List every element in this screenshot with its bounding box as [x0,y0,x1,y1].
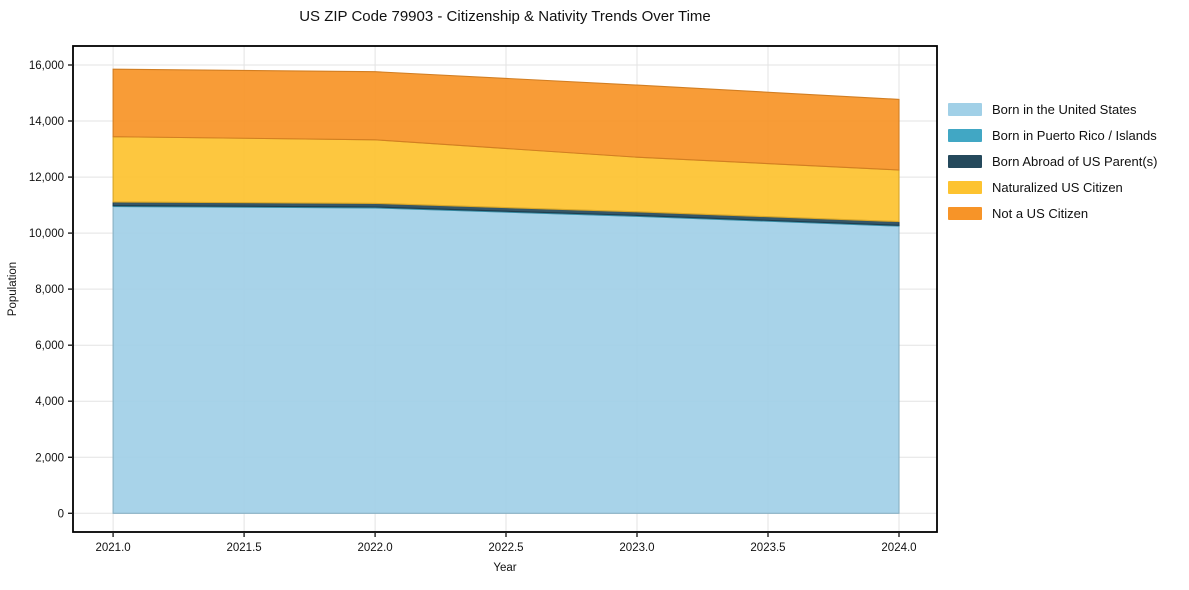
x-tick-label: 2023.5 [750,542,785,554]
legend-label: Born in the United States [992,102,1137,117]
x-tick-label: 2023.0 [619,542,654,554]
y-tick-label: 10,000 [29,228,64,240]
legend-swatch-icon [948,103,982,116]
legend-swatch-icon [948,181,982,194]
y-axis-label: Population [7,261,19,317]
y-tick-label: 4,000 [35,396,64,408]
legend-swatch-icon [948,155,982,168]
legend: Born in the United States Born in Puerto … [948,100,1157,223]
y-tick-label: 6,000 [35,340,64,352]
chart-title: US ZIP Code 79903 - Citizenship & Nativi… [299,8,711,25]
legend-item: Born in Puerto Rico / Islands [948,126,1157,145]
legend-swatch-icon [948,129,982,142]
legend-swatch-icon [948,207,982,220]
x-tick-label: 2022.0 [358,542,393,554]
y-tick-label: 16,000 [29,60,64,72]
y-tick-label: 12,000 [29,172,64,184]
legend-label: Naturalized US Citizen [992,180,1123,195]
legend-item: Born in the United States [948,100,1157,119]
x-tick-label: 2022.5 [488,542,523,554]
legend-label: Born in Puerto Rico / Islands [992,128,1157,143]
legend-label: Not a US Citizen [992,206,1089,221]
x-axis-label: Year [493,562,517,574]
y-tick-label: 8,000 [35,284,64,296]
x-tick-label: 2024.0 [881,542,916,554]
legend-item: Born Abroad of US Parent(s) [948,152,1157,171]
x-tick-label: 2021.5 [227,542,262,554]
legend-label: Born Abroad of US Parent(s) [992,154,1158,169]
area-series [112,68,900,171]
x-tick-label: 2021.0 [96,542,131,554]
area-series [112,205,900,514]
y-tick-label: 14,000 [29,116,64,128]
y-tick-label: 0 [58,508,64,520]
legend-item: Naturalized US Citizen [948,178,1157,197]
y-tick-label: 2,000 [35,452,64,464]
legend-item: Not a US Citizen [948,204,1157,223]
